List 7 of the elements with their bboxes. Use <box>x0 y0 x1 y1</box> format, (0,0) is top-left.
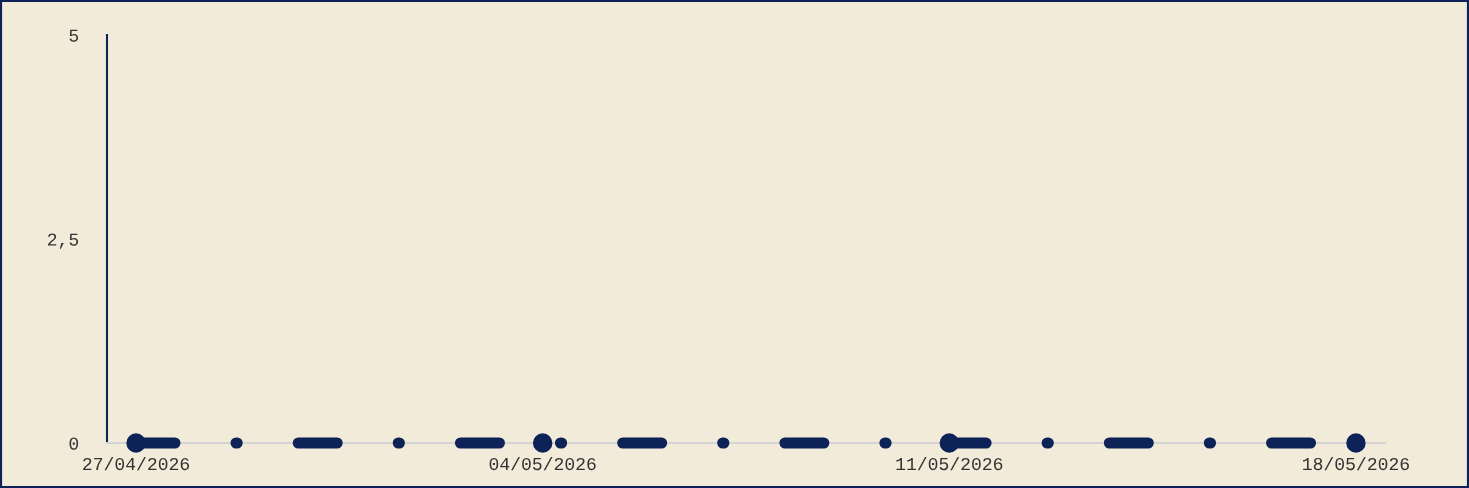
y-tick-label: 2,5 <box>47 233 79 249</box>
x-tick-label: 18/05/2026 <box>1303 456 1409 471</box>
x-tick-label: 27/04/2026 <box>83 456 190 471</box>
x-tick-label: 04/05/2026 <box>489 456 596 471</box>
y-tick-label: 5 <box>69 29 79 42</box>
y-tick-label: 0 <box>69 437 79 450</box>
x-tick-label: 11/05/2026 <box>896 456 1003 471</box>
